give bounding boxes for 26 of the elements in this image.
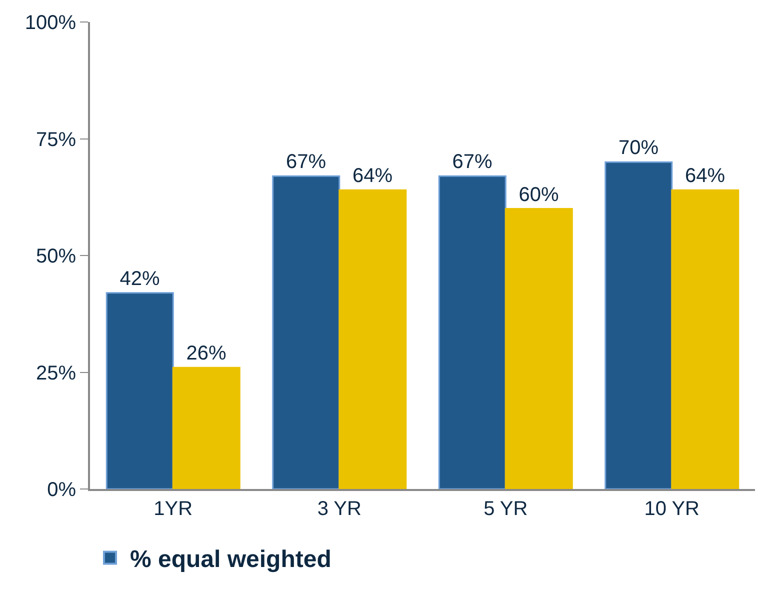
data-label: 60% [518,184,560,206]
bar [438,175,506,489]
x-tick-label: 10 YR [644,498,700,520]
x-tick-label: 3 YR [317,498,362,520]
bar [172,366,240,489]
y-tick-label: 50% [36,246,76,268]
x-tick-label: 5 YR [484,498,528,520]
data-label: 26% [186,342,227,365]
data-label: 67% [286,151,326,174]
y-tick-label: 75% [36,128,76,151]
legend-label: % equal weighted [130,546,332,574]
data-label: 70% [618,137,659,160]
data-label: 42% [120,268,160,290]
bar [504,208,573,489]
bar [671,189,740,489]
bar [604,161,673,489]
bar [106,292,174,489]
data-label: 64% [352,165,393,188]
data-label: 67% [452,151,493,174]
x-tick-label: 1YR [154,498,193,520]
bar [338,189,407,489]
bar [272,175,340,489]
y-tick-label: 100% [24,12,76,34]
y-tick-label: 0% [47,479,76,501]
data-label: 64% [685,165,726,188]
y-tick-label: 25% [36,362,76,384]
